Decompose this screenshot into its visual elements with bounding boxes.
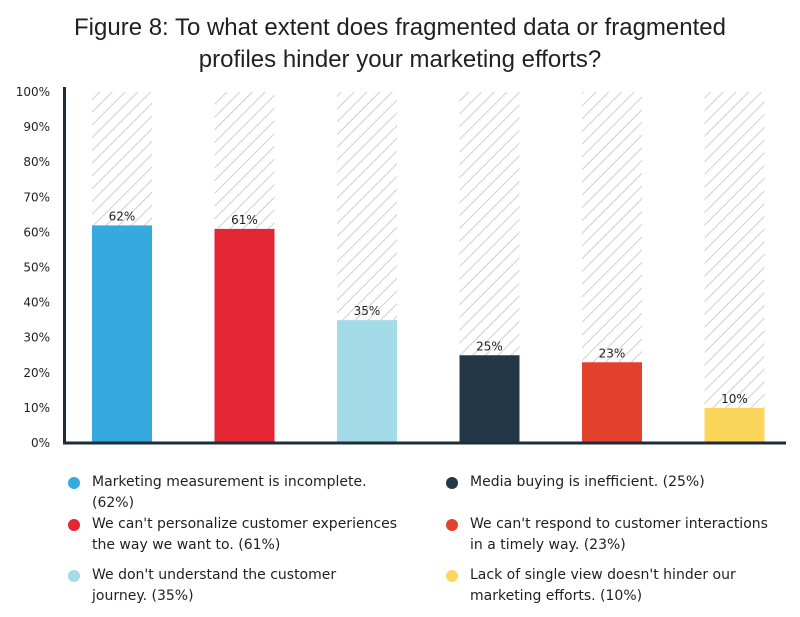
bar-value-label: 10% bbox=[721, 392, 748, 406]
y-tick-label: 10% bbox=[23, 401, 50, 415]
y-tick-label: 60% bbox=[23, 225, 50, 239]
legend-label-line-2: marketing efforts. (10%) bbox=[470, 588, 643, 604]
chart-title: Figure 8: To what extent does fragmented… bbox=[0, 12, 800, 76]
legend-swatch bbox=[68, 570, 80, 582]
y-tick-label: 0% bbox=[31, 436, 50, 450]
legend-item-respond: We can't respond to customer interaction… bbox=[446, 514, 780, 556]
legend-label: Media buying is inefficient. (25%) bbox=[470, 474, 705, 490]
legend-item-customer-journey: We don't understand the customer journey.… bbox=[68, 565, 402, 607]
bar bbox=[459, 355, 520, 443]
bar-value-label: 62% bbox=[109, 209, 136, 223]
legend-label: We can't personalize customer experience… bbox=[92, 516, 398, 532]
legend-label: We can't respond to customer interaction… bbox=[470, 516, 768, 532]
y-tick-label: 90% bbox=[23, 120, 50, 134]
bar-value-label: 35% bbox=[354, 304, 381, 318]
bar bbox=[92, 225, 152, 443]
legend-label: Lack of single view doesn't hinder our bbox=[470, 567, 736, 583]
legend-swatch bbox=[68, 477, 80, 489]
y-tick-label: 40% bbox=[23, 296, 50, 310]
bar-value-label: 23% bbox=[599, 346, 626, 360]
chart-title-line-2: profiles hinder your marketing efforts? bbox=[198, 46, 602, 73]
y-tick-label: 20% bbox=[23, 366, 50, 380]
bar bbox=[214, 228, 275, 443]
legend-swatch bbox=[446, 570, 458, 582]
chart-title-line-1: Figure 8: To what extent does fragmented… bbox=[74, 14, 726, 41]
bar-background-hatch bbox=[704, 92, 765, 443]
bar-chart: 0% 10% 20% 30% 40% 50% 60% 70% 80% 90% 100% 62% 61%… bbox=[16, 85, 786, 450]
bar-value-label: 25% bbox=[476, 339, 503, 353]
legend-item-marketing-measurement: Marketing measurement is incomplete. (62… bbox=[68, 472, 402, 514]
legend-label: We don't understand the customer bbox=[92, 567, 337, 583]
legend-item-single-view: Lack of single view doesn't hinder our ma… bbox=[446, 565, 780, 607]
legend-item-personalize: We can't personalize customer experience… bbox=[68, 514, 402, 556]
legend-label-line-2: the way we want to. (61%) bbox=[92, 537, 281, 553]
bar bbox=[582, 362, 642, 443]
legend-label-line-2: journey. (35%) bbox=[92, 588, 194, 604]
legend-swatch bbox=[446, 519, 458, 531]
bar bbox=[704, 407, 765, 443]
y-tick-label: 30% bbox=[23, 331, 50, 345]
legend-swatch bbox=[446, 477, 458, 489]
legend-label: Marketing measurement is incomplete. (62… bbox=[92, 474, 367, 511]
y-tick-label: 50% bbox=[23, 261, 50, 275]
legend-swatch bbox=[68, 519, 80, 531]
legend-label-line-2: in a timely way. (23%) bbox=[470, 537, 626, 553]
bar bbox=[337, 320, 397, 443]
y-tick-label: 80% bbox=[23, 155, 50, 169]
y-tick-label: 100% bbox=[16, 85, 50, 99]
bar-value-label: 61% bbox=[231, 213, 258, 227]
legend-item-media-buying: Media buying is inefficient. (25%) bbox=[446, 472, 780, 493]
y-tick-label: 70% bbox=[23, 190, 50, 204]
